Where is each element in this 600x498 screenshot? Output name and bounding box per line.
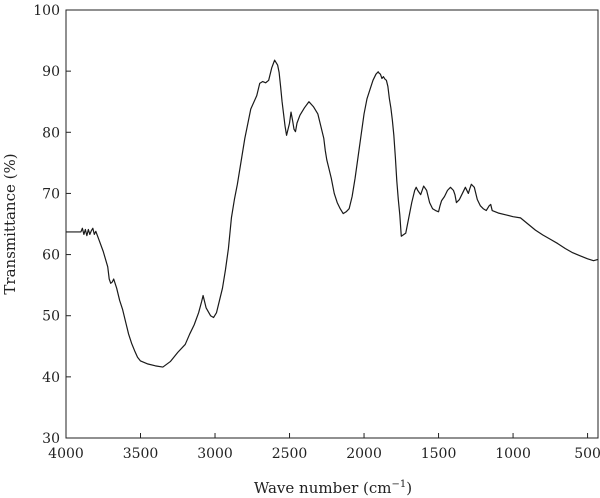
x-axis-title-main: Wave number (cm: [254, 479, 392, 497]
y-axis-title: Transmittance (%): [1, 153, 19, 294]
plot-area: 30 40 50 60 70 80 90 100 4000 3500 3000 2500 2000 15…: [33, 3, 600, 462]
y-tick-label: 30: [42, 431, 60, 447]
y-tick-label: 80: [42, 125, 60, 141]
x-tick-label: 2000: [346, 446, 382, 462]
x-axis-title-close: ): [406, 479, 412, 497]
x-tick-label: 500: [574, 446, 600, 462]
x-tick-label: 1000: [495, 446, 531, 462]
x-tick-label: 1500: [421, 446, 457, 462]
x-tick-label: 3500: [123, 446, 159, 462]
plot-frame: [65, 9, 599, 439]
x-axis-title-superscript: −1: [392, 479, 407, 490]
y-tick-label: 50: [42, 309, 60, 325]
y-tick-label: 90: [42, 64, 60, 80]
y-axis-ticks: 30 40 50 60 70 80 90 100: [33, 3, 71, 447]
y-tick-label: 70: [42, 186, 60, 202]
transmittance-series-line: [66, 59, 599, 368]
x-tick-label: 3000: [197, 446, 233, 462]
x-axis-title: Wave number (cm−1): [254, 479, 412, 497]
x-tick-label: 2500: [272, 446, 308, 462]
y-tick-label: 60: [42, 248, 60, 264]
x-axis-ticks: 4000 3500 3000 2500 2000 1500 1000 500: [48, 433, 600, 462]
x-tick-label: 4000: [48, 446, 84, 462]
y-tick-label: 100: [33, 3, 60, 19]
y-tick-label: 40: [42, 370, 60, 386]
